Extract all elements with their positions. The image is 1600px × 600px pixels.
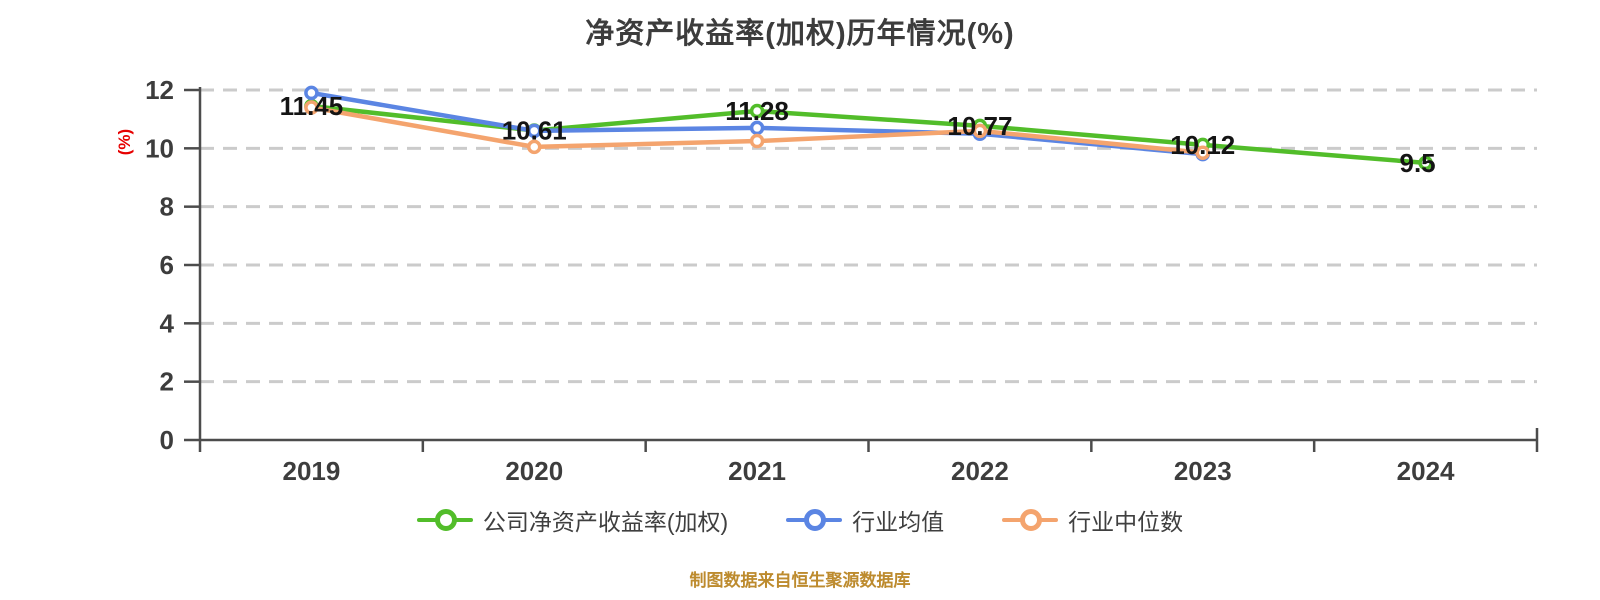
data-point-marker-s2-2020[interactable] xyxy=(527,139,542,155)
legend-marker-industry-median-icon xyxy=(1002,509,1059,531)
x-tick-label: 2021 xyxy=(728,456,786,486)
point-label: 11.28 xyxy=(725,96,789,126)
legend-label-industry-average: 行业均值 xyxy=(852,509,945,535)
data-point-marker-s1-2021[interactable] xyxy=(749,120,765,136)
x-tick-label: 2020 xyxy=(505,456,563,486)
y-tick-label: 2 xyxy=(160,367,174,397)
x-tick-label: 2023 xyxy=(1174,456,1232,486)
point-label: 10.12 xyxy=(1170,130,1235,160)
legend-marker-company-icon xyxy=(416,509,473,531)
point-label: 9.5 xyxy=(1400,148,1436,178)
chart-legend: 公司净资产收益率(加权) 行业均值 行业中位数 xyxy=(0,503,1600,537)
data-point-marker-s1-2019[interactable] xyxy=(304,85,319,101)
y-tick-label: 8 xyxy=(160,192,174,222)
data-point-marker-s2-2022[interactable] xyxy=(972,123,988,139)
legend-item-company[interactable]: 公司净资产收益率(加权) xyxy=(416,503,729,537)
point-label: 11.45 xyxy=(280,91,344,121)
legend-label-industry-median: 行业中位数 xyxy=(1068,509,1184,535)
data-point-marker-s2-2023[interactable] xyxy=(1195,145,1210,160)
x-tick-label: 2024 xyxy=(1397,456,1455,486)
data-source-note: 制图数据来自恒生聚源数据库 xyxy=(689,571,911,590)
y-tick-label: 4 xyxy=(160,308,175,338)
legend-label-company: 公司净资产收益率(加权) xyxy=(482,509,729,535)
y-tick-label: 10 xyxy=(145,133,174,163)
legend-marker-industry-average-icon xyxy=(786,509,843,531)
x-tick-label: 2022 xyxy=(951,456,1009,486)
point-label: 10.77 xyxy=(947,111,1012,141)
legend-item-industry-average[interactable]: 行业均值 xyxy=(786,503,944,537)
y-tick-label: 12 xyxy=(145,75,174,105)
data-point-marker-s2-2019[interactable] xyxy=(304,100,319,115)
data-point-marker-s2-2021[interactable] xyxy=(749,133,765,149)
data-point-marker-s1-2020[interactable] xyxy=(527,123,542,139)
data-point-marker-s0-2024[interactable] xyxy=(1418,155,1433,171)
y-tick-label: 6 xyxy=(160,250,174,280)
y-tick-label: 0 xyxy=(160,425,174,455)
x-tick-label: 2019 xyxy=(282,456,340,486)
point-label: 10.61 xyxy=(502,116,567,146)
data-point-marker-s0-2021[interactable] xyxy=(749,103,765,119)
legend-item-industry-median[interactable]: 行业中位数 xyxy=(1002,503,1183,537)
chart-title: 净资产收益率(加权)历年情况(%) xyxy=(585,18,1015,50)
